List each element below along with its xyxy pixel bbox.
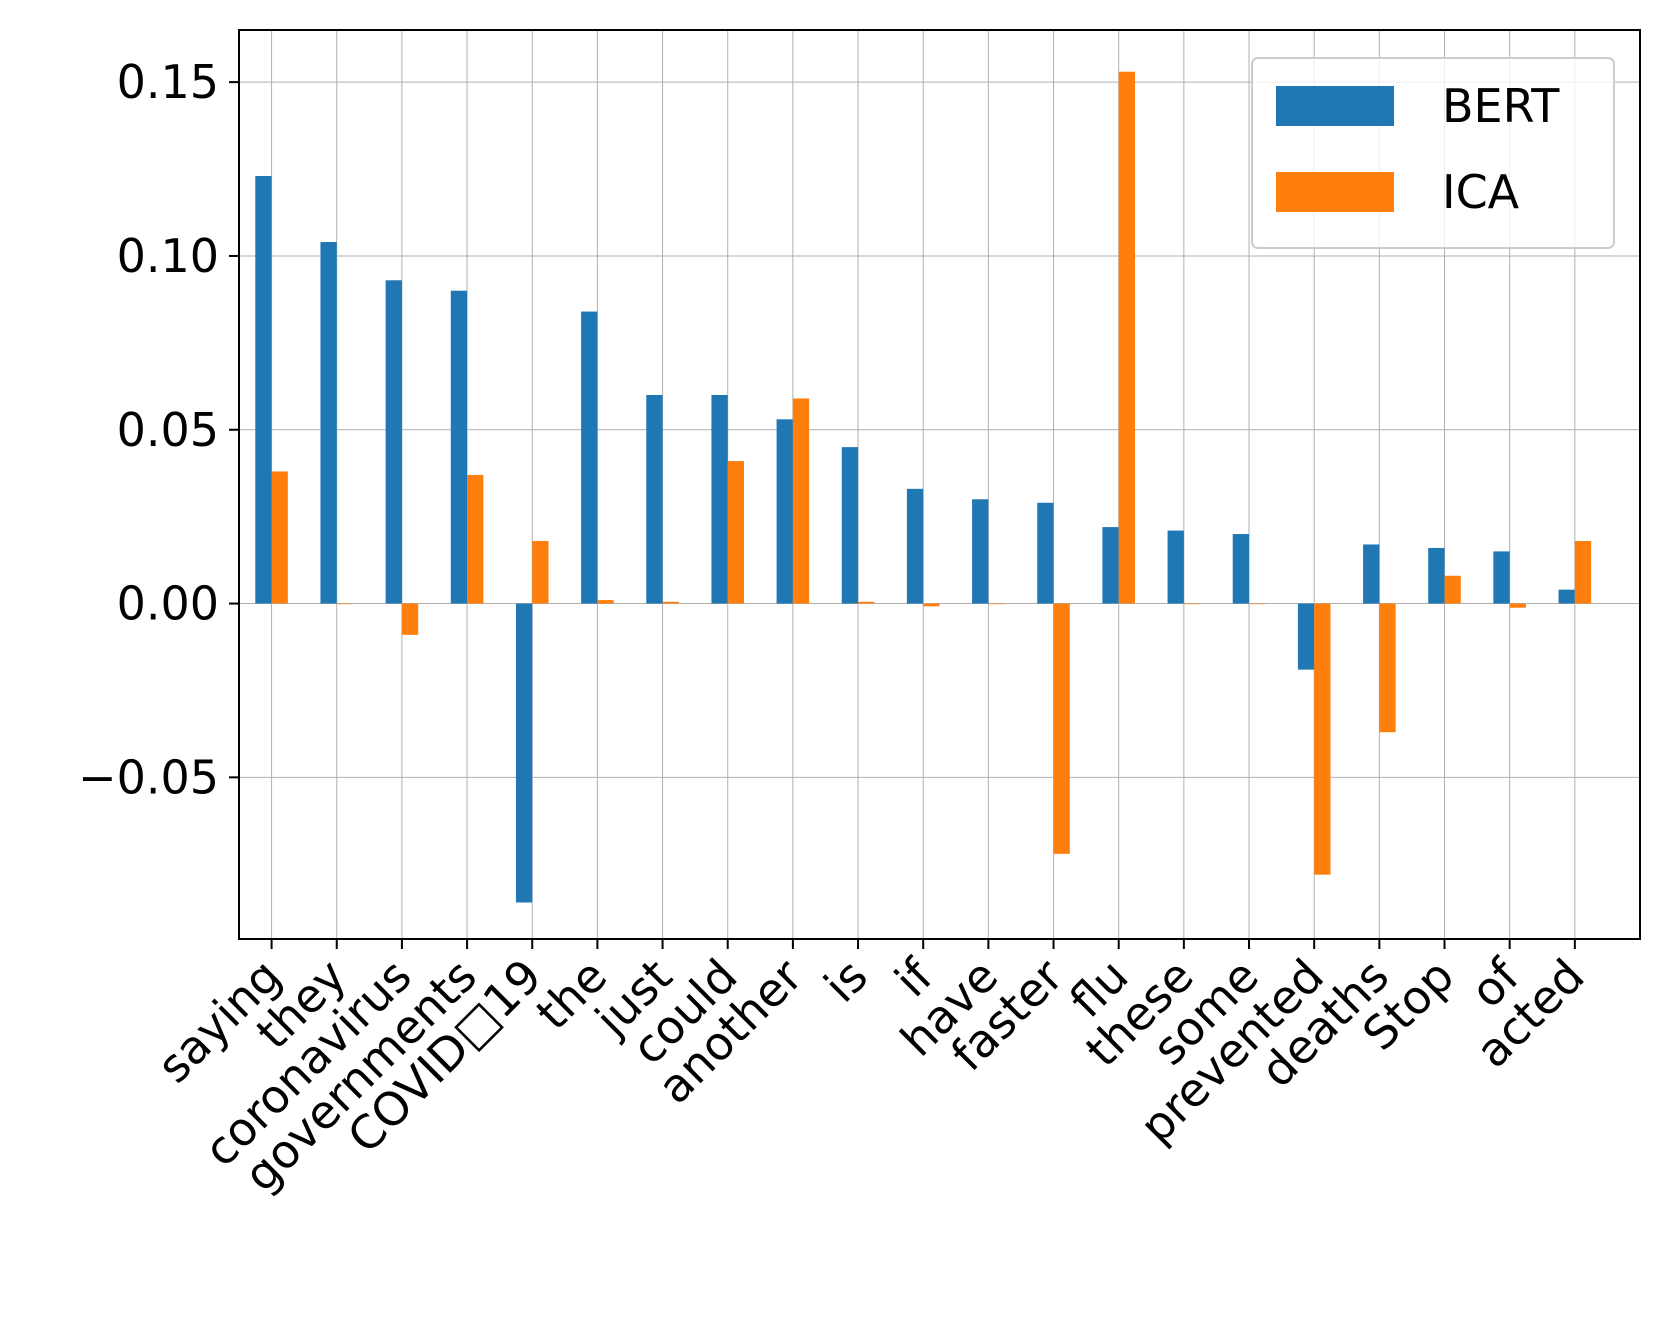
y-tick-label: 0.15 [117, 55, 219, 109]
bar-ica [336, 603, 354, 605]
bar-bert [320, 242, 337, 604]
legend-label-bert: BERT [1442, 79, 1560, 133]
bar-ica [1118, 71, 1135, 604]
bars [255, 71, 1592, 903]
y-tick-label: 0.00 [117, 577, 219, 631]
bar-ica [792, 398, 810, 604]
bar-ica [1509, 603, 1526, 608]
bar-ica [1314, 603, 1331, 875]
bar-bert [1363, 544, 1380, 604]
legend-swatch-ica [1276, 172, 1394, 212]
bar-bert [841, 447, 859, 604]
bar-bert [581, 311, 598, 604]
bar-ica [1053, 603, 1070, 854]
bar-ica [988, 603, 1005, 605]
bar-ica [1379, 603, 1396, 733]
bar-bert [255, 175, 272, 604]
bar-bert [1428, 547, 1445, 604]
bar-ica [662, 601, 679, 604]
bar-ica [1574, 540, 1592, 604]
y-tick-label: 0.10 [117, 229, 219, 283]
bar-ica [1249, 603, 1266, 605]
y-tick-label: −0.05 [78, 750, 219, 804]
bar-ica [597, 600, 614, 604]
bar-bert [646, 394, 663, 604]
bar-bert [972, 499, 989, 604]
legend: BERT ICA [1251, 57, 1615, 249]
bar-bert [711, 394, 728, 604]
bar-bert [1037, 502, 1054, 604]
y-tick-label: 0.05 [117, 403, 219, 457]
bar-bert [1167, 530, 1184, 604]
legend-label-ica: ICA [1442, 165, 1520, 219]
bar-bert [515, 603, 533, 903]
bar-bert [1102, 527, 1119, 604]
bar-bert [1297, 603, 1315, 670]
bar-ica [467, 474, 484, 604]
bar-bert [1558, 589, 1575, 604]
bar-ica [271, 471, 288, 604]
bar-ica [1444, 575, 1461, 604]
bar-bert [906, 488, 924, 604]
plot-frame [238, 29, 1641, 940]
bar-ica [727, 461, 745, 604]
bar-ica [1183, 603, 1201, 605]
bar-bert [385, 280, 402, 604]
bar-ica [401, 603, 419, 635]
bar-bert [776, 419, 793, 604]
bar-bert [1232, 534, 1250, 604]
bar-bert [450, 290, 468, 604]
bar-ica [923, 603, 940, 607]
bar-ica [532, 540, 549, 604]
legend-swatch-bert [1276, 86, 1394, 126]
bar-bert [1493, 551, 1510, 604]
bar-ica [858, 601, 875, 604]
